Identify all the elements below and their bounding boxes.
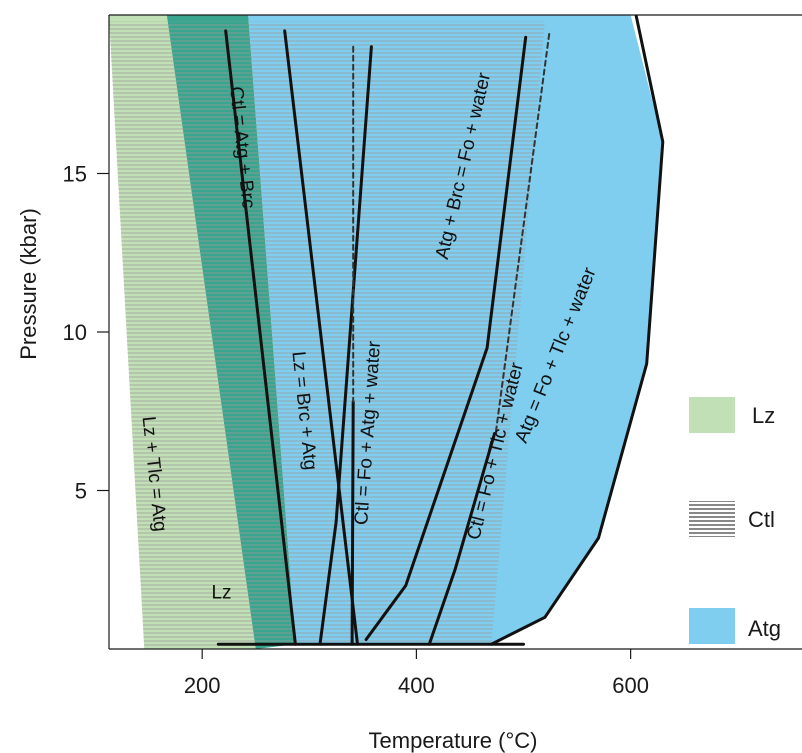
boundary-line-8 (318, 45, 373, 646)
reaction-lines-layer (216, 15, 665, 646)
axes: 200 400 600 5 10 15 Temperature (°C) Pressur… (16, 14, 802, 753)
x-tick-label: 400 (398, 673, 435, 698)
legend-swatch-atg (689, 608, 735, 644)
reaction-line-5 (427, 431, 497, 646)
reaction-label-2: Lz (211, 582, 231, 603)
x-axis-label: Temperature (°C) (369, 728, 538, 753)
y-axis-label: Pressure (kbar) (16, 208, 41, 360)
reaction-line-4 (364, 35, 528, 641)
legend-label-atg: Atg (748, 616, 781, 641)
y-tick-label: 5 (75, 479, 87, 504)
legend-swatch-ctl (689, 501, 735, 537)
reaction-line-2 (283, 29, 359, 646)
reaction-line-3 (350, 400, 355, 646)
y-tick-label: 10 (63, 320, 87, 345)
plot-area (109, 15, 665, 649)
legend-label-lz: Lz (752, 403, 775, 428)
x-tick-label: 600 (612, 673, 649, 698)
x-ticks: 200 400 600 (184, 649, 649, 698)
y-ticks: 5 10 15 (63, 162, 109, 504)
dashed-boundary-10 (494, 33, 551, 435)
reaction-line-6 (489, 15, 665, 646)
stripe-layer (109, 21, 545, 649)
legend-label-ctl: Ctl (748, 507, 775, 532)
x-tick-label: 200 (184, 673, 221, 698)
field-ctl-stripes (109, 21, 545, 649)
legend: Lz Ctl Atg (689, 397, 781, 644)
reaction-line-1 (224, 29, 297, 646)
y-tick-label: 15 (63, 162, 87, 187)
legend-swatch-lz (689, 397, 735, 433)
